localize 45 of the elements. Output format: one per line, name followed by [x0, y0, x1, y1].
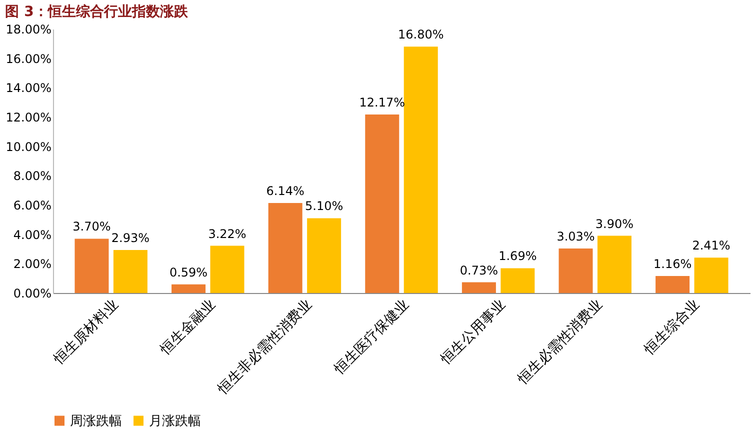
y-tick-label: 8.00% [13, 169, 52, 184]
y-tick-label: 12.00% [6, 110, 52, 124]
x-tick-label: 恒生综合业 [641, 296, 703, 358]
data-label: 2.41% [692, 238, 730, 253]
data-label: 5.10% [304, 199, 344, 214]
data-label: 3.03% [556, 230, 595, 244]
data-label: 6.14% [266, 184, 304, 198]
y-tick-label: 10.00% [6, 140, 52, 154]
bar [172, 284, 206, 293]
bar [365, 114, 400, 293]
x-tick-label: 恒生必需性消费业 [514, 296, 606, 388]
y-tick-label: 2.00% [13, 257, 52, 272]
x-tick-label: 恒生原材料业 [50, 296, 122, 368]
data-label: 3.70% [72, 220, 111, 234]
y-tick-label: 16.00% [6, 52, 52, 66]
legend-label: 月涨跌幅 [149, 414, 201, 429]
bar [462, 282, 496, 293]
data-label: 3.22% [208, 226, 246, 241]
x-tick-label: 恒生医疗保健业 [330, 296, 412, 378]
data-label: 0.73% [460, 263, 498, 278]
bar [307, 218, 342, 293]
bar [113, 250, 148, 293]
bar [656, 276, 690, 293]
bar [210, 246, 244, 293]
bar [500, 268, 535, 293]
y-tick-label: 0.00% [13, 286, 52, 300]
y-tick-label: 4.00% [13, 228, 52, 242]
bar [694, 258, 728, 293]
bar [597, 236, 632, 293]
data-label: 1.16% [653, 256, 692, 271]
data-label: 0.59% [169, 265, 208, 280]
data-label: 2.93% [111, 231, 150, 246]
chart-title: 图 3：恒生综合行业指数涨跌 [5, 3, 189, 20]
legend-label: 周涨跌幅 [70, 414, 122, 429]
bar [74, 238, 109, 293]
data-label: 16.80% [398, 28, 444, 42]
bar [404, 46, 438, 293]
y-tick-label: 6.00% [13, 198, 52, 212]
data-label: 1.69% [498, 249, 537, 264]
y-tick-label: 18.00% [6, 22, 52, 36]
x-tick-label: 恒生公用事业 [437, 296, 509, 368]
data-label: 3.90% [595, 216, 634, 231]
bar [558, 248, 593, 293]
bar [268, 202, 302, 293]
y-tick-label: 14.00% [6, 81, 52, 96]
